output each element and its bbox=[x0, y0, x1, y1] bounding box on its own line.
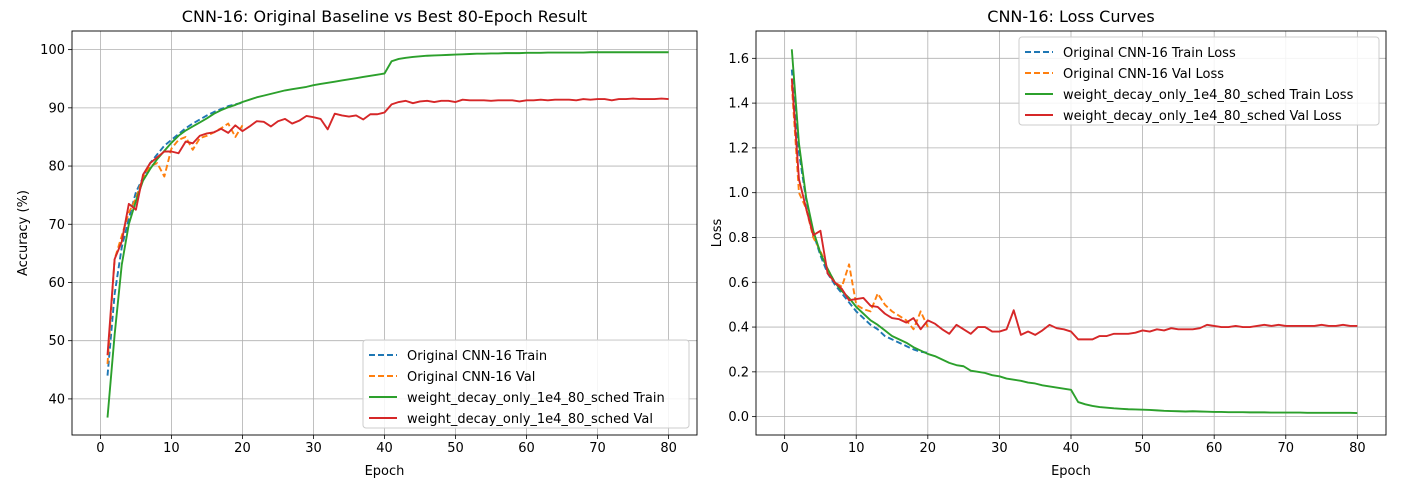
x-tick-label: 60 bbox=[518, 441, 535, 456]
legend-box bbox=[1018, 36, 1380, 126]
y-tick-label: 0.2 bbox=[728, 365, 749, 380]
legend-label: weight_decay_only_1e4_80_sched Val bbox=[407, 412, 653, 427]
x-tick-label: 0 bbox=[96, 441, 104, 456]
x-tick-label: 30 bbox=[305, 441, 322, 456]
y-tick-label: 70 bbox=[48, 218, 65, 233]
x-tick-label: 70 bbox=[589, 441, 606, 456]
x-tick-label: 10 bbox=[163, 441, 180, 456]
legend-label: weight_decay_only_1e4_80_sched Train bbox=[407, 391, 665, 406]
series-line-1 bbox=[106, 101, 243, 376]
series-line-1 bbox=[790, 69, 928, 354]
chart-panel-1: 0 10 20 30 40 50 60 70 80 40 50 60 70 80 90 100 CNN-16: … bbox=[16, 7, 698, 479]
y-tick-label: 1.4 bbox=[728, 97, 749, 112]
x-tick-label: 60 bbox=[1206, 441, 1223, 456]
y-tick-label: 100 bbox=[40, 43, 65, 58]
chart-panel-2: 0 10 20 30 40 50 60 70 80 0.0 0.2 0.4 0.6 0.8 1.0 1.2 1.… bbox=[710, 7, 1387, 479]
series-line-4 bbox=[106, 97, 669, 356]
legend-label: Original CNN-16 Val bbox=[407, 370, 535, 385]
series-line-2 bbox=[790, 85, 929, 331]
axes-frame bbox=[755, 30, 1387, 436]
legend-box bbox=[362, 339, 690, 429]
x-tick-label: 80 bbox=[1349, 441, 1366, 456]
y-tick-label: 1.6 bbox=[728, 52, 749, 67]
legend-label: weight_decay_only_1e4_80_sched Val Loss bbox=[1063, 109, 1342, 124]
legend: Original CNN-16 Train Loss Original CNN-1… bbox=[1018, 36, 1380, 126]
chart-title: CNN-16: Original Baseline vs Best 80-Epo… bbox=[182, 7, 587, 26]
series-line-3 bbox=[106, 51, 669, 418]
x-tick-label: 40 bbox=[376, 441, 393, 456]
axes-frame bbox=[71, 30, 698, 436]
y-tick-label: 50 bbox=[48, 334, 65, 349]
y-tick-label: 0.4 bbox=[728, 321, 749, 336]
y-tick-label: 40 bbox=[48, 392, 65, 407]
x-tick-label: 20 bbox=[234, 441, 251, 456]
y-tick-label: 0.0 bbox=[728, 410, 749, 425]
legend-label: Original CNN-16 Train Loss bbox=[1063, 46, 1236, 61]
x-tick-label: 40 bbox=[1063, 441, 1080, 456]
x-axis-label: Epoch bbox=[1051, 464, 1091, 479]
y-tick-label: 0.6 bbox=[728, 276, 749, 291]
legend-label: weight_decay_only_1e4_80_sched Train Los… bbox=[1063, 88, 1354, 103]
y-axis-label: Loss bbox=[710, 219, 725, 248]
x-tick-label: 20 bbox=[920, 441, 937, 456]
x-tick-label: 0 bbox=[780, 441, 788, 456]
x-tick-label: 70 bbox=[1277, 441, 1294, 456]
legend: Original CNN-16 Train Original CNN-16 Val… bbox=[362, 339, 690, 429]
x-tick-label: 80 bbox=[660, 441, 677, 456]
legend-label: Original CNN-16 Val Loss bbox=[1063, 67, 1224, 82]
y-tick-label: 1.0 bbox=[728, 186, 749, 201]
y-tick-label: 80 bbox=[48, 160, 65, 175]
chart-title: CNN-16: Loss Curves bbox=[987, 7, 1154, 26]
series-line-3 bbox=[790, 49, 1358, 414]
x-tick-label: 30 bbox=[991, 441, 1008, 456]
y-tick-label: 0.8 bbox=[728, 231, 749, 246]
y-tick-label: 1.2 bbox=[728, 141, 749, 156]
legend-label: Original CNN-16 Train bbox=[407, 349, 547, 364]
y-axis-label: Accuracy (%) bbox=[16, 190, 31, 276]
x-tick-label: 50 bbox=[447, 441, 464, 456]
y-tick-label: 60 bbox=[48, 276, 65, 291]
x-axis-label: Epoch bbox=[365, 464, 405, 479]
y-tick-label: 90 bbox=[48, 101, 65, 116]
x-tick-label: 10 bbox=[848, 441, 865, 456]
series-line-4 bbox=[790, 78, 1358, 341]
x-tick-label: 50 bbox=[1134, 441, 1151, 456]
